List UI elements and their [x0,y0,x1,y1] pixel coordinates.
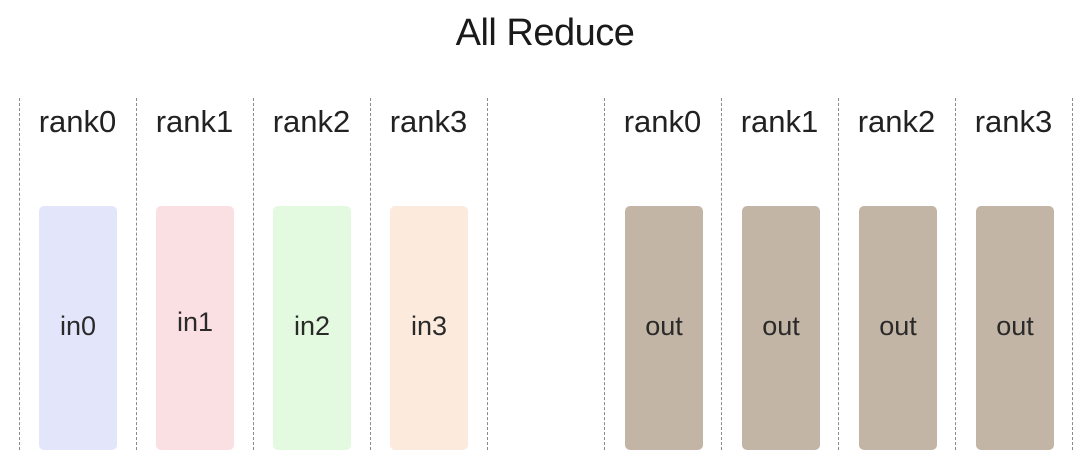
dashed-divider [487,98,488,450]
dashed-divider [370,98,371,450]
dashed-divider [1072,98,1073,450]
output-block: out [976,206,1054,450]
dashed-divider [136,98,137,450]
block-label: out [762,310,800,341]
dashed-divider [253,98,254,450]
dashed-divider [721,98,722,450]
block-label: out [996,310,1034,341]
rank-label: rank2 [857,104,936,139]
output-block: out [625,206,703,450]
input-block: in2 [273,206,351,450]
dashed-divider [604,98,605,450]
rank-label: rank2 [272,104,351,139]
block-label: in1 [176,306,214,337]
block-label: out [645,310,683,341]
block-label: in0 [59,310,97,341]
output-block: out [859,206,937,450]
output-block: out [742,206,820,450]
rank-label: rank0 [38,104,117,139]
block-label: in2 [293,310,331,341]
diagram-title: All Reduce [455,12,635,54]
rank-label: rank1 [155,104,234,139]
rank-label: rank3 [389,104,468,139]
dashed-divider [955,98,956,450]
input-block: in1 [156,206,234,450]
block-label: out [879,310,917,341]
input-block: in0 [39,206,117,450]
input-block: in3 [390,206,468,450]
dashed-divider [838,98,839,450]
rank-label: rank1 [740,104,819,139]
rank-label: rank3 [974,104,1053,139]
block-label: in3 [410,310,448,341]
rank-label: rank0 [623,104,702,139]
dashed-divider [19,98,20,450]
